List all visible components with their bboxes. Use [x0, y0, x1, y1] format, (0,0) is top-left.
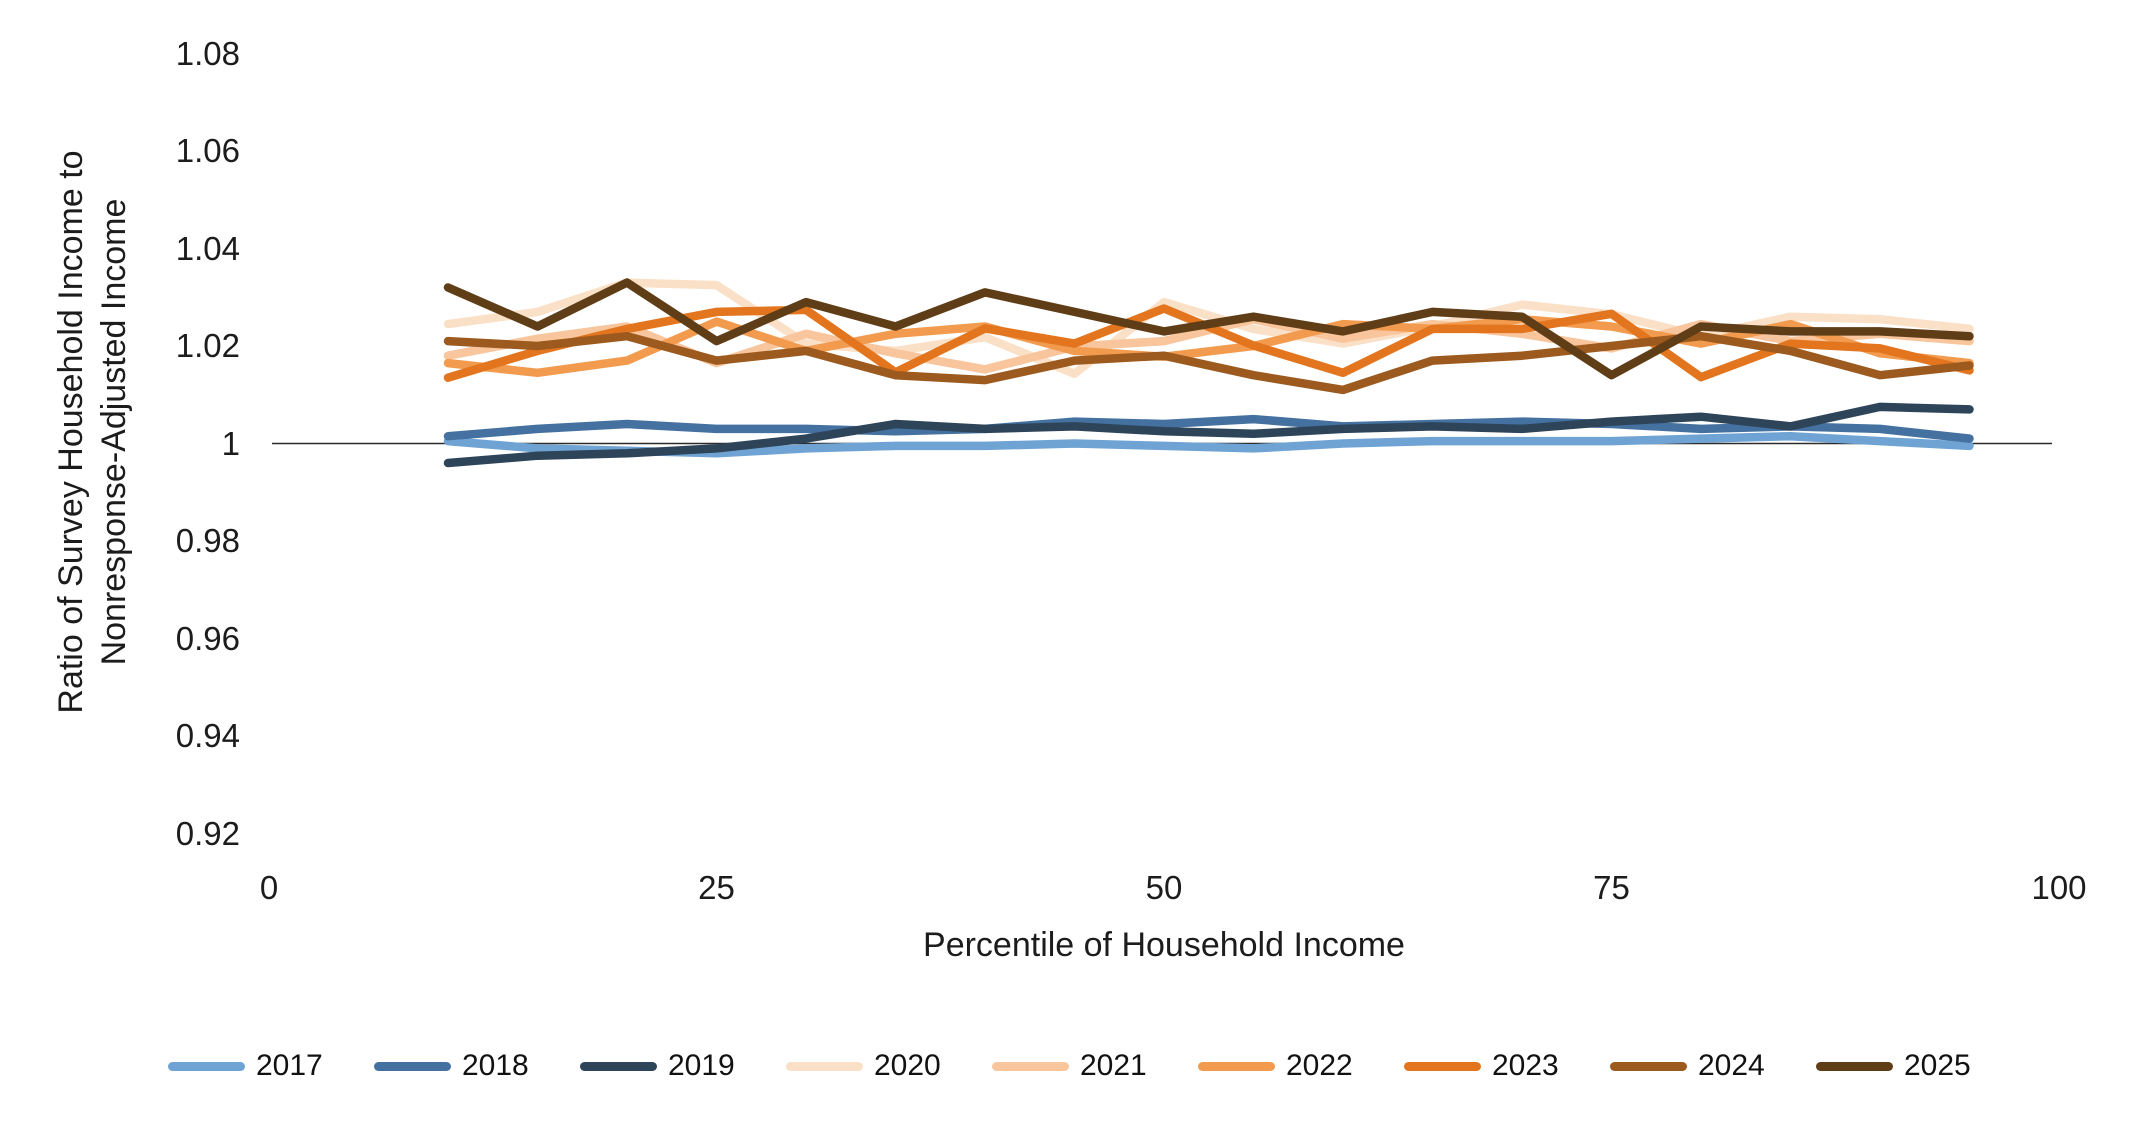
legend-item-2022: 2022	[1198, 1048, 1353, 1084]
series-line-2019	[443, 402, 1974, 468]
y-tick-0.96: 0.96	[175, 619, 240, 657]
legend-swatch-2019	[580, 1061, 657, 1071]
y-tick-1.02: 1.02	[175, 327, 240, 364]
y-tick-0.92: 0.92	[175, 814, 240, 852]
legend-item-2023: 2023	[1404, 1048, 1559, 1084]
series-line-2018	[443, 414, 1974, 443]
y-tick-1.06: 1.06	[175, 132, 240, 169]
x-tick-75: 75	[1593, 869, 1630, 906]
y-tick-1.08: 1.08	[175, 34, 240, 72]
series-line-2025	[443, 278, 1974, 380]
legend-swatch-2025	[1816, 1061, 1893, 1071]
series-line-2020	[443, 278, 1974, 379]
y-tick-0.98: 0.98	[175, 522, 240, 559]
legend-swatch-2018	[374, 1061, 451, 1071]
legend-swatch-2020	[786, 1061, 863, 1071]
x-tick-25: 25	[698, 869, 735, 906]
legend-swatch-2017	[168, 1061, 245, 1071]
y-axis-title: Ratio of Survey Household Income to Nonr…	[50, 0, 140, 882]
legend-label-2019: 2019	[668, 1049, 735, 1082]
legend-item-2018: 2018	[374, 1048, 529, 1084]
y-tick-0.94: 0.94	[175, 717, 240, 754]
x-axis-title: Percentile of Household Income	[923, 926, 1405, 964]
legend-item-2019: 2019	[580, 1048, 735, 1084]
y-tick-1: 1	[221, 424, 240, 462]
legend-swatch-2022	[1198, 1061, 1275, 1071]
x-tick-100: 100	[2031, 869, 2087, 906]
legend-item-2020: 2020	[786, 1048, 941, 1084]
legend-item-2025: 2025	[1816, 1048, 1971, 1084]
legend-label-2023: 2023	[1492, 1049, 1559, 1082]
legend-label-2018: 2018	[462, 1049, 529, 1082]
series-line-2024	[443, 331, 1974, 395]
legend-item-2021: 2021	[992, 1048, 1147, 1084]
legend-swatch-2023	[1404, 1061, 1481, 1071]
legend-item-2024: 2024	[1610, 1048, 1765, 1084]
legend-label-2022: 2022	[1286, 1049, 1353, 1082]
legend-label-2021: 2021	[1080, 1049, 1147, 1082]
legend-label-2020: 2020	[874, 1049, 941, 1082]
legend-label-2024: 2024	[1698, 1049, 1765, 1082]
y-axis-title-line2: Nonresponse-Adjusted Income	[95, 198, 133, 666]
legend-swatch-2021	[992, 1061, 1069, 1071]
y-tick-1.04: 1.04	[175, 229, 240, 267]
legend-label-2025: 2025	[1904, 1049, 1971, 1082]
x-tick-50: 50	[1145, 869, 1183, 906]
y-axis-title-line1: Ratio of Survey Household Income to	[52, 150, 90, 714]
legend-label-2017: 2017	[256, 1049, 323, 1082]
x-tick-0: 0	[259, 869, 279, 906]
legend-item-2017: 2017	[168, 1048, 323, 1084]
legend-swatch-2024	[1610, 1061, 1687, 1071]
